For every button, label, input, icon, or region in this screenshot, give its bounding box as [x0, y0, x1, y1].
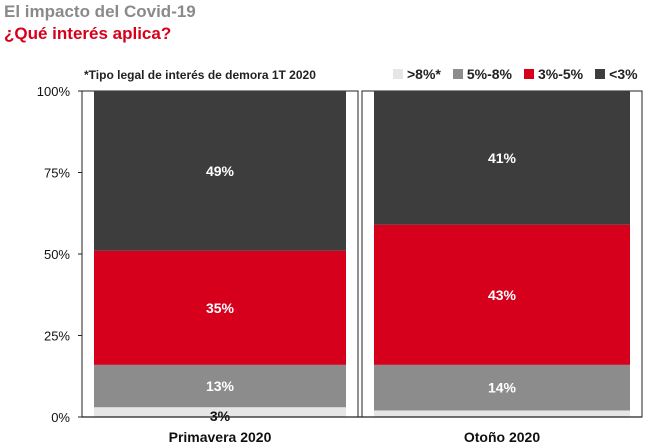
data-label: 13%	[206, 378, 235, 394]
legend-swatch	[452, 69, 463, 79]
y-tick-label: 25%	[44, 329, 70, 344]
legend-swatch	[524, 69, 534, 79]
legend-label: >8%*	[407, 66, 441, 82]
chart-pre-title: El impacto del Covid-19	[4, 2, 196, 21]
bar-segment	[374, 91, 630, 225]
legend-swatch	[595, 69, 606, 79]
x-tick-label: Otoño 2020	[464, 429, 540, 445]
chart-footnote: *Tipo legal de interés de demora 1T 2020	[84, 68, 316, 82]
data-label: 49%	[206, 163, 235, 179]
legend-label: 5%-8%	[466, 66, 512, 82]
data-label: 41%	[488, 150, 517, 166]
bar-segment	[94, 91, 346, 251]
bar-segment	[374, 364, 630, 411]
data-label: 43%	[488, 287, 517, 303]
legend-item-3-5: 3%-5%	[524, 66, 583, 82]
bar-segment	[374, 410, 630, 417]
bar-segment	[94, 250, 346, 365]
bar-segment	[94, 364, 346, 408]
legend-swatch	[393, 69, 403, 79]
data-label: 35%	[206, 300, 235, 316]
y-tick-label: 75%	[44, 166, 70, 181]
chart-legend: >8%* 5%-8% 3%-5% <3%	[393, 66, 638, 82]
data-label: 3%	[210, 408, 231, 424]
legend-item-over-8: >8%*	[393, 66, 441, 82]
y-tick-label: 100%	[37, 84, 71, 99]
legend-label: <3%	[609, 66, 638, 82]
legend-item-5-8: 5%-8%	[452, 66, 512, 82]
chart-title: ¿Qué interés aplica?	[4, 24, 172, 43]
data-label: 14%	[488, 380, 517, 396]
y-tick-label: 50%	[44, 247, 70, 262]
y-tick-label: 0%	[51, 410, 70, 425]
legend-item-under-3: <3%	[595, 66, 638, 82]
bar-segment	[374, 224, 630, 365]
bar-segment	[94, 407, 346, 417]
legend-label: 3%-5%	[538, 66, 584, 82]
x-tick-label: Primavera 2020	[169, 429, 272, 445]
